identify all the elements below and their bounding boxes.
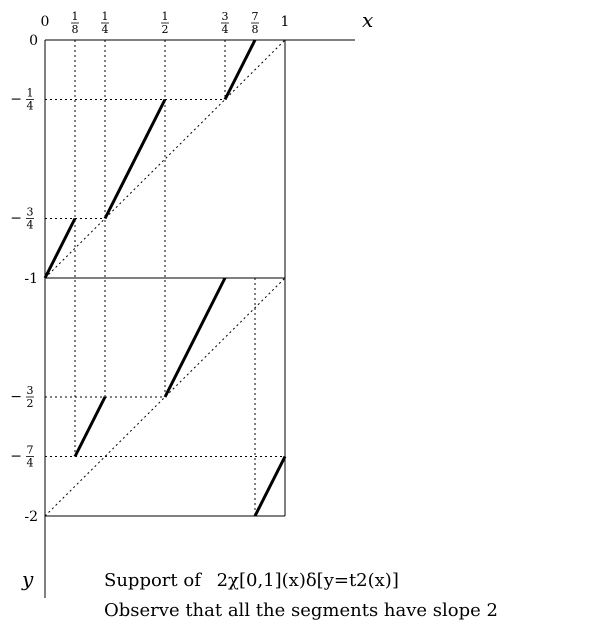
y-tick-label: 0 xyxy=(29,33,38,49)
diagonal-upper xyxy=(44,39,286,279)
x-tick-label: 0 xyxy=(41,14,50,30)
y-tick-denominator: 4 xyxy=(27,219,34,232)
x-tick-fraction: 12 xyxy=(161,10,169,36)
x-tick-fraction: 78 xyxy=(251,10,259,36)
y-axis-label: y xyxy=(21,567,34,591)
y-tick-sign: − xyxy=(10,92,22,108)
x-tick-label: 1 xyxy=(281,14,290,30)
y-tick-denominator: 2 xyxy=(27,397,34,410)
y-tick-fraction: −74 xyxy=(10,444,34,470)
segment-5 xyxy=(163,277,227,398)
caption-formula: 2χ[0,1](x)δ[y=t2(x)] xyxy=(217,570,399,591)
y-ticks: 0− 14− 34-1− 32− 74-2 xyxy=(10,33,38,525)
segment-6 xyxy=(253,455,287,517)
x-tick-numerator: 3 xyxy=(222,10,229,23)
y-tick-sign: − xyxy=(10,449,22,465)
y-tick-numerator: 1 xyxy=(27,87,34,100)
y-tick-fraction: −14 xyxy=(10,87,34,113)
segments xyxy=(43,39,287,517)
y-tick-denominator: 4 xyxy=(27,457,34,470)
x-tick-fraction: 18 xyxy=(71,10,79,36)
y-tick-denominator: 4 xyxy=(27,100,34,113)
x-tick-numerator: 7 xyxy=(252,10,259,23)
caption-text: Support of xyxy=(104,570,202,591)
diagonal-lower xyxy=(44,277,286,517)
x-tick-fraction: 14 xyxy=(101,10,109,36)
caption-line-2: Observe that all the segments have slope… xyxy=(104,600,498,621)
plot-frame xyxy=(44,39,355,598)
y-tick-fraction: −34 xyxy=(10,206,34,232)
segment-1 xyxy=(43,217,77,279)
x-tick-denominator: 2 xyxy=(162,23,169,36)
y-tick-sign: − xyxy=(10,211,22,227)
x-tick-denominator: 8 xyxy=(252,23,259,36)
y-tick-label: -1 xyxy=(24,271,38,287)
x-tick-numerator: 1 xyxy=(162,10,169,23)
caption-line-1: Support of 2χ[0,1](x)δ[y=t2(x)] xyxy=(104,570,399,591)
y-tick-numerator: 7 xyxy=(27,444,34,457)
x-tick-numerator: 1 xyxy=(72,10,79,23)
x-tick-fraction: 34 xyxy=(221,10,229,36)
y-tick-numerator: 3 xyxy=(27,206,34,219)
x-tick-denominator: 4 xyxy=(222,23,229,36)
y-tick-sign: − xyxy=(10,389,22,405)
x-tick-denominator: 4 xyxy=(102,23,109,36)
y-tick-label: -2 xyxy=(24,509,38,525)
x-tick-numerator: 1 xyxy=(102,10,109,23)
segment-2 xyxy=(103,98,167,220)
y-tick-fraction: −32 xyxy=(10,384,34,410)
segment-4 xyxy=(73,396,107,458)
y-tick-numerator: 3 xyxy=(27,384,34,397)
x-tick-denominator: 8 xyxy=(72,23,79,36)
x-axis-label: x xyxy=(362,8,373,32)
segment-3 xyxy=(223,39,257,101)
